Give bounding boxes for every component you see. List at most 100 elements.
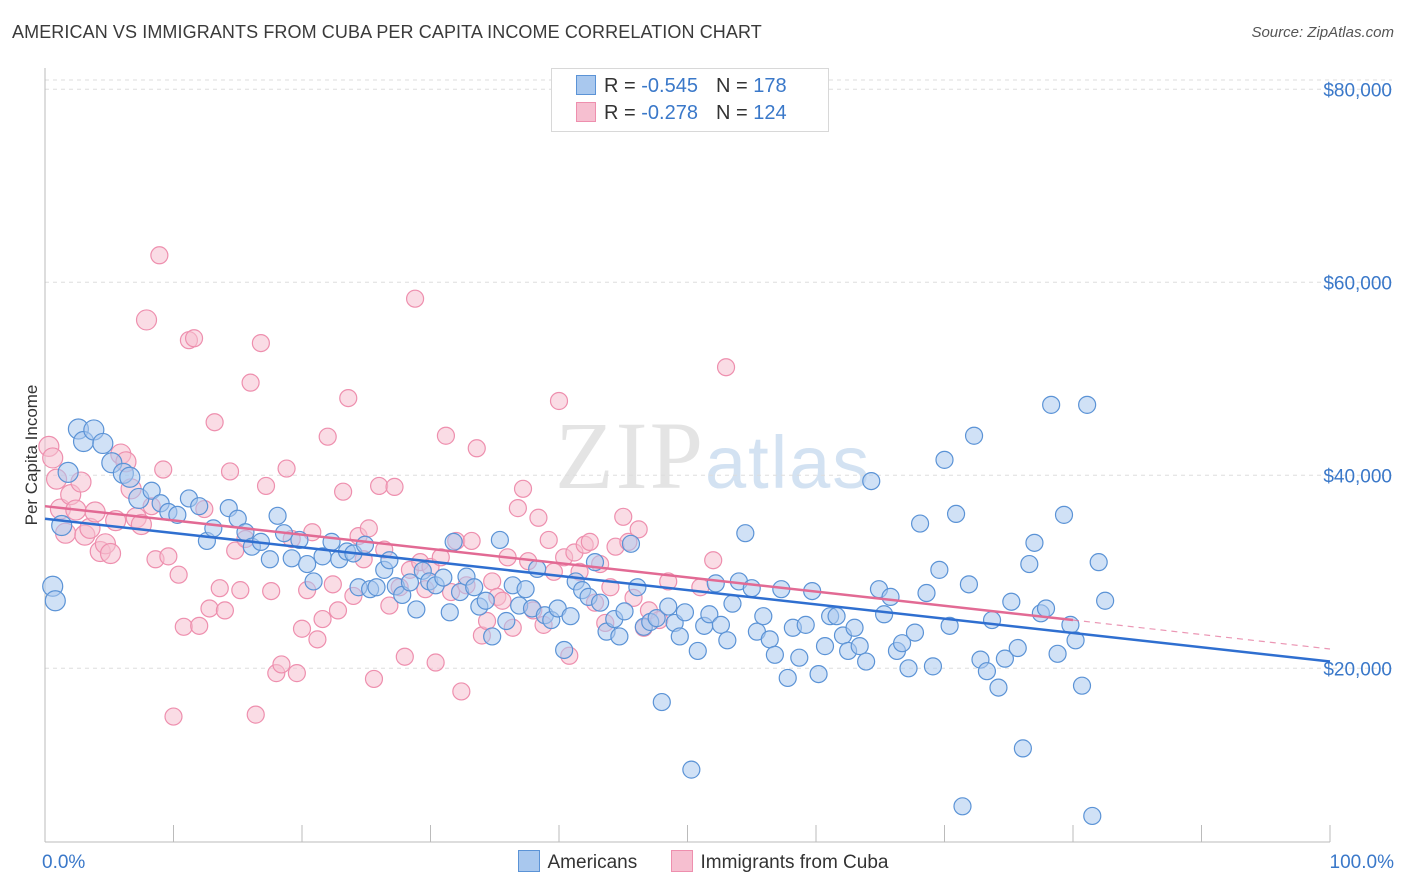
cuba-trend-line xyxy=(44,504,1074,622)
cuba-point xyxy=(467,439,486,458)
cuba-point xyxy=(99,542,122,565)
cuba-point xyxy=(231,581,250,600)
y-tick-label: $60,000 xyxy=(1323,273,1392,294)
american-point xyxy=(268,506,287,525)
cuba-point xyxy=(529,508,548,527)
x-tick-label-max: 100.0% xyxy=(1329,852,1394,873)
y-tick-label: $40,000 xyxy=(1323,466,1392,487)
american-point xyxy=(380,551,399,570)
american-point xyxy=(119,466,141,488)
stats-r-label: R = xyxy=(604,75,642,97)
american-point xyxy=(765,645,784,664)
stats-r-value: -0.278 xyxy=(641,102,698,124)
american-point xyxy=(57,461,79,484)
american-point xyxy=(688,641,707,661)
american-point xyxy=(561,607,580,626)
american-point xyxy=(940,616,959,635)
american-point xyxy=(718,631,737,650)
cuba-swatch xyxy=(576,102,596,122)
cuba-point xyxy=(154,460,173,479)
stats-n-value: 178 xyxy=(753,75,787,97)
cuba-point xyxy=(277,459,296,478)
cuba-point xyxy=(405,289,425,308)
american-point xyxy=(322,532,341,551)
american-point xyxy=(742,579,761,598)
american-point xyxy=(1008,638,1027,658)
american-point xyxy=(407,600,426,619)
cuba-point xyxy=(169,565,188,584)
american-point xyxy=(142,481,161,500)
cuba-point xyxy=(159,547,178,566)
american-point xyxy=(670,627,689,646)
y-tick-label: $80,000 xyxy=(1323,80,1392,101)
american-point xyxy=(881,587,900,606)
chart-title: AMERICAN VS IMMIGRANTS FROM CUBA PER CAP… xyxy=(12,22,762,42)
american-point xyxy=(465,578,484,597)
american-point xyxy=(51,514,73,537)
cuba-point xyxy=(262,581,281,601)
american-point xyxy=(790,648,809,667)
cuba-point xyxy=(704,551,723,570)
american-point xyxy=(628,578,647,597)
american-point xyxy=(827,607,846,626)
american-point xyxy=(862,471,881,491)
american-point xyxy=(304,572,323,591)
cuba-point xyxy=(220,462,240,481)
cuba-point xyxy=(135,309,158,331)
american-point xyxy=(400,573,420,592)
cuba-point xyxy=(549,391,569,411)
american-point xyxy=(675,603,695,622)
watermark-atlas: atlas xyxy=(705,421,872,504)
cuba-point xyxy=(241,373,260,392)
american-point xyxy=(875,605,894,624)
american-point xyxy=(1020,554,1039,574)
cuba-point xyxy=(513,479,533,498)
cuba-point xyxy=(210,579,229,598)
american-point xyxy=(92,432,114,455)
y-tick-label: $20,000 xyxy=(1323,659,1392,680)
cuba-point xyxy=(164,707,183,726)
american-point xyxy=(930,560,949,579)
american-point xyxy=(647,609,666,628)
american-point xyxy=(1025,533,1044,552)
cuba-point xyxy=(339,389,358,408)
stats-n-label: N = xyxy=(715,75,754,97)
stats-r-value: -0.545 xyxy=(641,75,698,97)
american-point xyxy=(615,602,634,621)
cuba-point xyxy=(205,413,224,432)
american-point xyxy=(723,594,742,613)
american-point xyxy=(440,603,459,622)
american-point xyxy=(995,649,1014,668)
american-point xyxy=(754,607,773,626)
american-point xyxy=(367,578,386,597)
cuba-point xyxy=(716,358,736,377)
american-point xyxy=(355,535,375,554)
cuba-point xyxy=(292,619,312,638)
cuba-point xyxy=(659,572,678,591)
american-point xyxy=(845,618,864,637)
american-point xyxy=(815,637,835,656)
stats-row-americans: R = -0.545 N = 178 xyxy=(576,75,787,101)
stats-r-label: R = xyxy=(604,102,642,124)
x-tick-label-min: 0.0% xyxy=(42,852,86,873)
cuba-point xyxy=(215,601,234,620)
american-point xyxy=(260,550,279,569)
stats-n-label: N = xyxy=(715,102,754,124)
cuba-point xyxy=(256,476,276,496)
cuba-point xyxy=(370,476,389,496)
american-point xyxy=(982,610,1002,630)
american-point xyxy=(1072,676,1092,695)
legend-item-cuba: Immigrants from Cuba xyxy=(670,850,888,874)
cuba-point xyxy=(328,601,348,620)
cuba-point xyxy=(483,572,502,591)
chart-source: Source: ZipAtlas.com xyxy=(1251,24,1394,41)
cuba-point xyxy=(452,682,471,701)
legend: Americans Immigrants from Cuba xyxy=(0,850,1406,874)
watermark-zip: ZIP xyxy=(555,402,705,509)
cuba-point xyxy=(313,609,332,629)
american-point xyxy=(555,640,574,660)
american-point xyxy=(910,514,930,533)
american-point xyxy=(964,426,984,445)
american-point xyxy=(1048,644,1067,663)
